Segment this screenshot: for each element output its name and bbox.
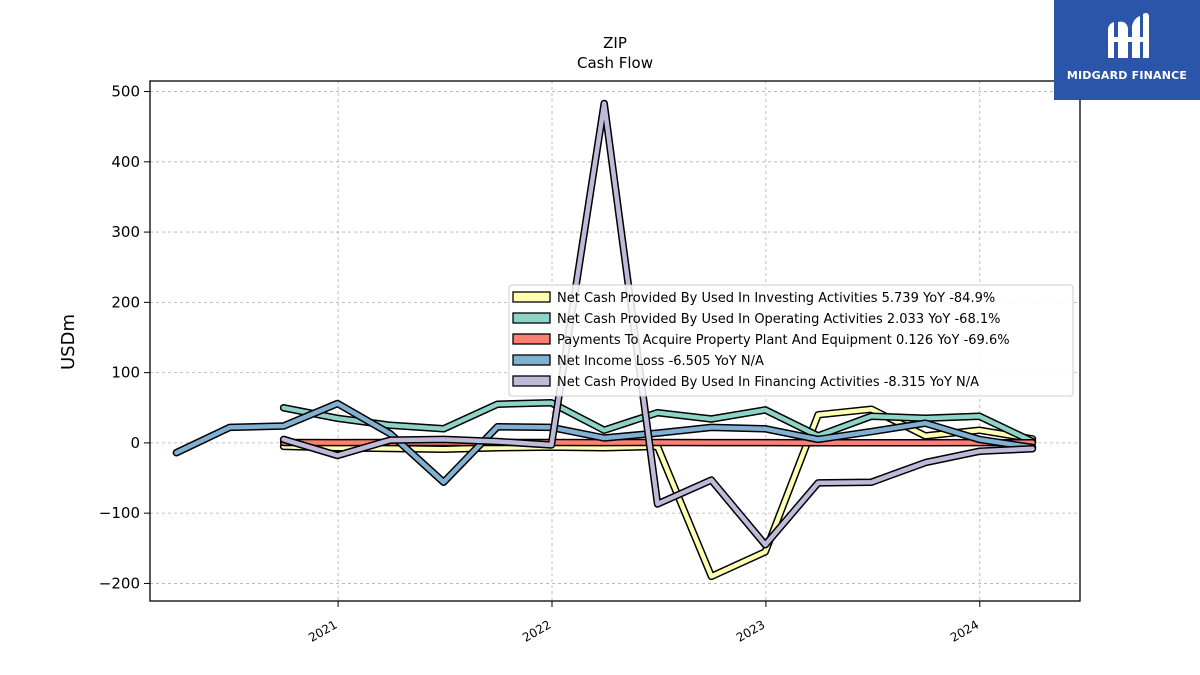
chart-title: ZIP xyxy=(603,34,627,52)
plot-frame xyxy=(149,80,1081,602)
y-tick-label: 100 xyxy=(111,364,140,382)
legend-label: Net Cash Provided By Used In Operating A… xyxy=(557,312,1000,327)
x-tick-label: 2023 xyxy=(734,617,767,644)
y-tick-label: 500 xyxy=(111,83,140,101)
chart-subtitle: Cash Flow xyxy=(577,54,653,72)
legend-swatch xyxy=(512,375,551,387)
axis-ticks: −200 −100 0 100 200 300 400 500 2021 2022 2023 2024 xyxy=(99,83,981,645)
legend-label: Payments To Acquire Property Plant And E… xyxy=(557,333,1010,348)
series-line-1 xyxy=(281,400,1035,444)
legend-box xyxy=(508,284,1074,397)
y-tick-label: −100 xyxy=(99,504,140,522)
legend-label: Net Cash Provided By Used In Investing A… xyxy=(557,291,995,306)
x-tick-label: 2022 xyxy=(520,617,553,644)
legend-label: Net Cash Provided By Used In Financing A… xyxy=(557,375,979,390)
brand-mark-icon xyxy=(1108,12,1149,59)
y-tick-label: 200 xyxy=(111,293,140,311)
legend-swatch xyxy=(512,291,551,303)
legend-swatch xyxy=(512,333,551,345)
y-tick-label: 300 xyxy=(111,223,140,241)
y-tick-label: 0 xyxy=(130,434,140,452)
series-line-4 xyxy=(281,101,1035,548)
brand-logo: MIDGARD FINANCE xyxy=(1054,0,1200,100)
x-tick-label: 2024 xyxy=(948,617,981,644)
legend-label: Net Income Loss -6.505 YoY N/A xyxy=(557,354,764,369)
series-group xyxy=(172,99,1037,581)
legend-swatch xyxy=(512,312,551,324)
y-tick-label: 400 xyxy=(111,153,140,171)
legend: Net Cash Provided By Used In Investing A… xyxy=(508,284,1074,397)
y-axis-label: USDm xyxy=(58,314,79,370)
y-tick-label: −200 xyxy=(99,574,140,592)
brand-name: MIDGARD FINANCE xyxy=(1066,69,1188,82)
x-tick-label: 2021 xyxy=(306,617,339,644)
series-line-3 xyxy=(174,401,1035,485)
legend-swatch xyxy=(512,354,551,366)
